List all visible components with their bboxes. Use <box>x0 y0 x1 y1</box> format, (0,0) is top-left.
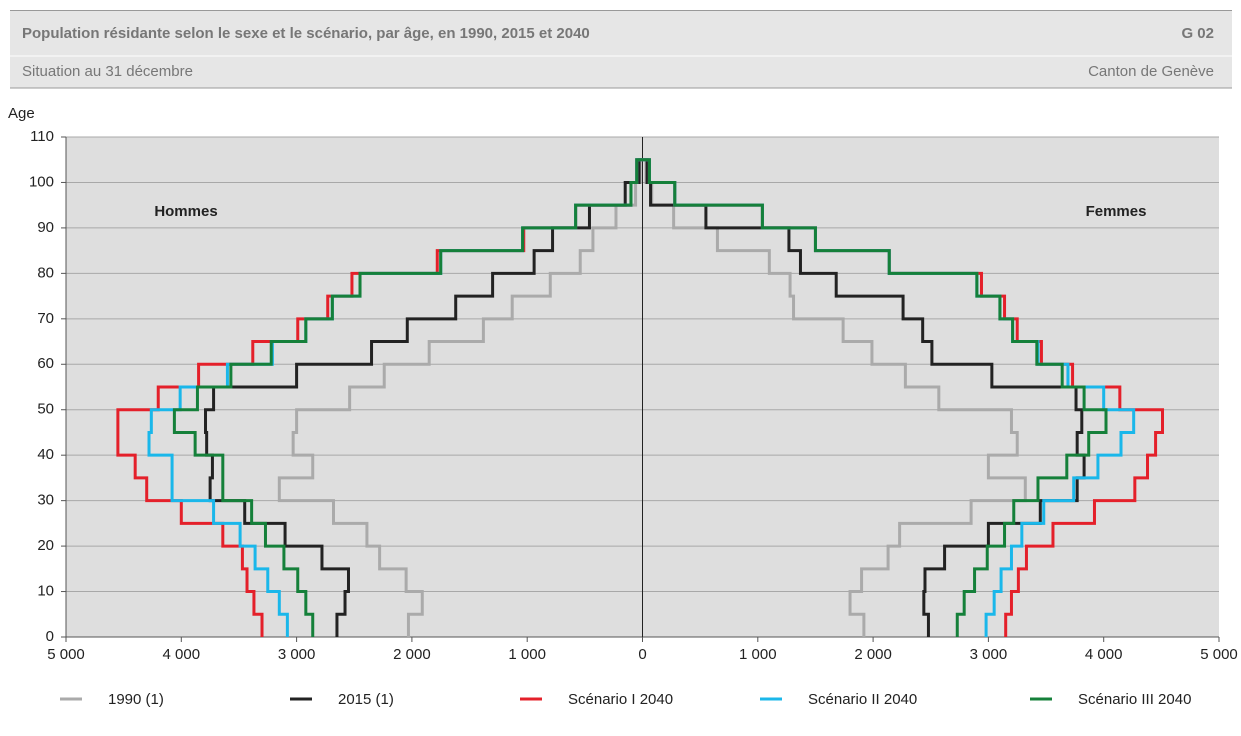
y-tick-label: 110 <box>30 128 54 145</box>
x-tick-label: 1 000 <box>508 646 546 663</box>
female-line <box>642 158 1108 637</box>
y-tick-label: 70 <box>37 310 54 327</box>
male-line <box>277 158 643 637</box>
y-tick-label: 90 <box>37 219 54 236</box>
chart-title: Population résidante selon le sexe et le… <box>22 25 590 42</box>
y-tick-label: 60 <box>37 355 54 372</box>
male-line <box>172 158 643 637</box>
y-tick-label: 10 <box>37 583 54 600</box>
x-tick-label: 2 000 <box>854 646 892 663</box>
y-tick-label: 20 <box>37 537 54 554</box>
legend-label: Scénario I 2040 <box>568 691 673 708</box>
male-label: Hommes <box>154 203 217 220</box>
x-tick-label: 4 000 <box>1085 646 1123 663</box>
female-label: Femmes <box>1086 203 1147 220</box>
region: Canton de Genève <box>1088 63 1214 80</box>
legend-label: 2015 (1) <box>338 691 394 708</box>
legend-label: Scénario II 2040 <box>808 691 917 708</box>
y-tick-label: 30 <box>37 492 54 509</box>
y-tick-label: 0 <box>46 628 54 645</box>
y-tick-label: 100 <box>29 173 54 190</box>
x-tick-label: 2 000 <box>393 646 431 663</box>
legend-label: Scénario III 2040 <box>1078 691 1191 708</box>
chart-code: G 02 <box>1181 25 1214 42</box>
x-tick-label: 3 000 <box>278 646 316 663</box>
y-tick-label: 80 <box>37 264 54 281</box>
y-tick-label: 40 <box>37 446 54 463</box>
x-tick-label: 5 000 <box>47 646 85 663</box>
y-tick-label: 50 <box>37 401 54 418</box>
x-tick-label: 3 000 <box>970 646 1008 663</box>
x-tick-label: 1 000 <box>739 646 777 663</box>
x-tick-label: 5 000 <box>1200 646 1238 663</box>
header-band <box>10 10 1232 88</box>
y-axis-label: Age <box>8 105 35 122</box>
subtitle: Situation au 31 décembre <box>22 63 193 80</box>
legend-label: 1990 (1) <box>108 691 164 708</box>
x-tick-label: 0 <box>638 646 646 663</box>
x-tick-label: 4 000 <box>163 646 201 663</box>
